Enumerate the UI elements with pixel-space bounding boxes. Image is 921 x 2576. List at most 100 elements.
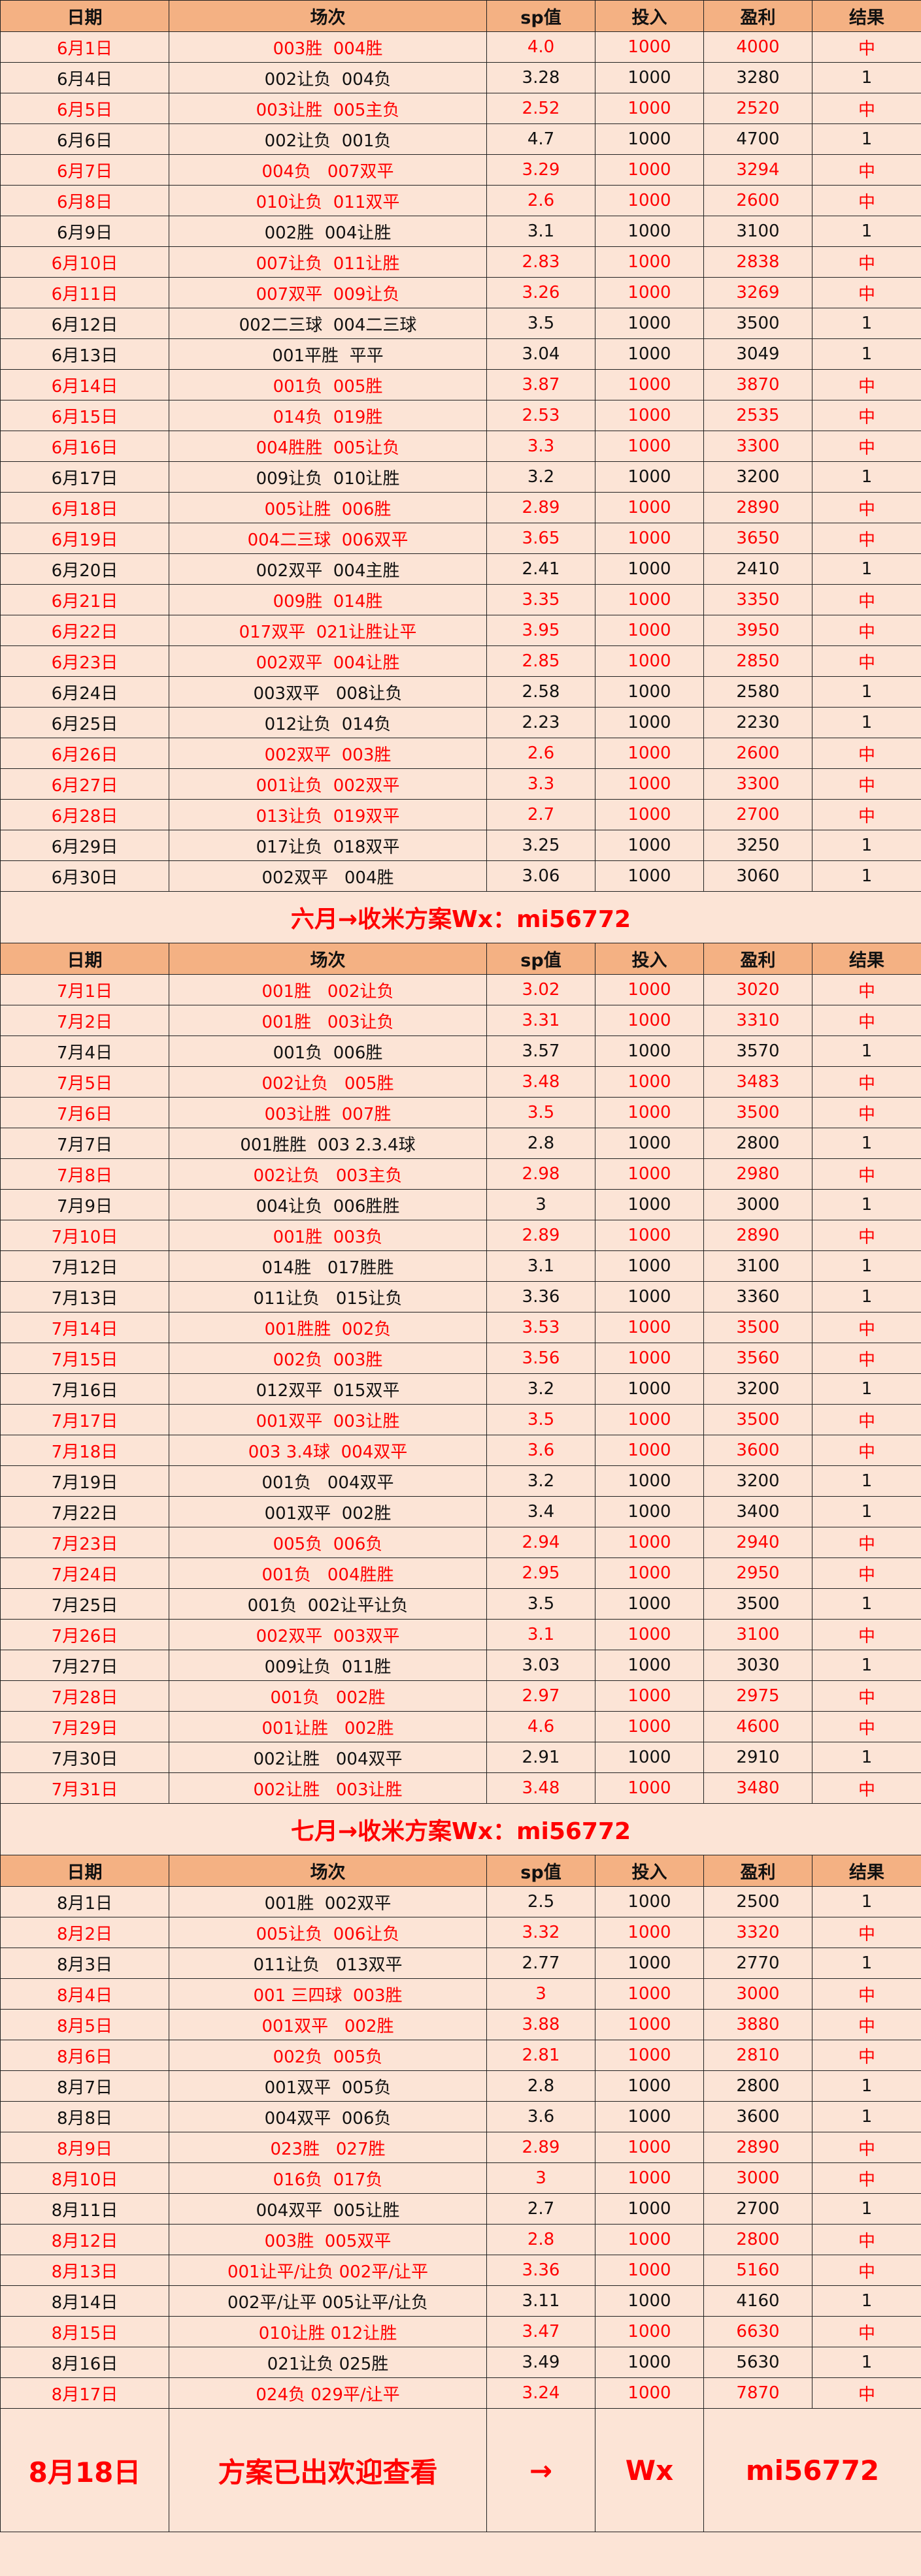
- cell-profit: 3250: [703, 830, 812, 861]
- cell-result: 1: [812, 1886, 921, 1917]
- cell-result: 1: [812, 62, 921, 93]
- cell-result: 中: [812, 2132, 921, 2163]
- cell-result: 中: [812, 2040, 921, 2071]
- cell-profit: 2230: [703, 707, 812, 738]
- cell-stake: 1000: [595, 1158, 704, 1190]
- cell-result: 1: [812, 1373, 921, 1405]
- header-sp-value: sp值: [486, 943, 595, 975]
- table-row: 8月16日 021让负 025胜 3.49 1000 5630 1: [0, 2347, 921, 2378]
- table-row: 6月8日 010让负 011双平 2.6 1000 2600 中: [0, 185, 921, 216]
- cell-stake: 1000: [595, 1435, 704, 1466]
- cell-match: 002双平 003胜: [169, 738, 487, 769]
- header-stake: 投入: [595, 1855, 704, 1887]
- cell-stake: 1000: [595, 154, 704, 186]
- cell-match: 005负 006负: [169, 1527, 487, 1558]
- cell-match: 001让胜 002胜: [169, 1711, 487, 1742]
- final-wx-id: mi56772: [703, 2408, 921, 2532]
- table-row: 7月28日 001负 002胜 2.97 1000 2975 中: [0, 1680, 921, 1712]
- cell-profit: 3030: [703, 1650, 812, 1681]
- cell-result: 中: [812, 974, 921, 1005]
- cell-result: 中: [812, 1097, 921, 1128]
- cell-date: 6月7日: [0, 154, 169, 186]
- cell-stake: 1000: [595, 615, 704, 646]
- cell-match: 017双平 021让胜让平: [169, 615, 487, 646]
- table-row: 6月26日 002双平 003胜 2.6 1000 2600 中: [0, 738, 921, 769]
- cell-date: 7月30日: [0, 1742, 169, 1773]
- cell-date: 7月19日: [0, 1465, 169, 1497]
- cell-match: 014负 019胜: [169, 400, 487, 431]
- cell-result: 中: [812, 1005, 921, 1036]
- cell-result: 中: [812, 768, 921, 800]
- cell-date: 7月28日: [0, 1680, 169, 1712]
- cell-profit: 2410: [703, 553, 812, 585]
- cell-profit: 3360: [703, 1281, 812, 1312]
- cell-match: 001让平/让负 002平/让平: [169, 2255, 487, 2286]
- cell-date: 7月8日: [0, 1158, 169, 1190]
- cell-sp-value: 3.11: [486, 2285, 595, 2317]
- cell-profit: 2800: [703, 2070, 812, 2102]
- cell-profit: 2500: [703, 1886, 812, 1917]
- cell-date: 6月21日: [0, 584, 169, 615]
- cell-date: 6月19日: [0, 523, 169, 554]
- table-row: 8月7日 001双平 005负 2.8 1000 2800 1: [0, 2070, 921, 2102]
- cell-result: 1: [812, 553, 921, 585]
- cell-profit: 3060: [703, 860, 812, 892]
- cell-stake: 1000: [595, 2347, 704, 2378]
- cell-profit: 3310: [703, 1005, 812, 1036]
- cell-result: 中: [812, 400, 921, 431]
- table-row: 6月27日 001让负 002双平 3.3 1000 3300 中: [0, 768, 921, 800]
- cell-result: 中: [812, 1158, 921, 1190]
- cell-profit: 3100: [703, 216, 812, 247]
- table-row: 7月24日 001负 004胜胜 2.95 1000 2950 中: [0, 1557, 921, 1589]
- cell-sp-value: 3.29: [486, 154, 595, 186]
- cell-result: 中: [812, 1557, 921, 1589]
- cell-result: 中: [812, 154, 921, 186]
- cell-profit: 2850: [703, 645, 812, 677]
- cell-date: 7月24日: [0, 1557, 169, 1589]
- cell-date: 8月1日: [0, 1886, 169, 1917]
- cell-sp-value: 3.65: [486, 523, 595, 554]
- cell-result: 1: [812, 2285, 921, 2317]
- cell-match: 009让负 010让胜: [169, 461, 487, 493]
- cell-date: 8月8日: [0, 2101, 169, 2132]
- header-sp-value: sp值: [486, 1855, 595, 1887]
- cell-profit: 2890: [703, 1220, 812, 1251]
- cell-match: 010让负 011双平: [169, 185, 487, 216]
- cell-sp-value: 2.94: [486, 1527, 595, 1558]
- cell-profit: 3020: [703, 974, 812, 1005]
- cell-match: 013让负 019双平: [169, 799, 487, 830]
- cell-profit: 3000: [703, 1978, 812, 2010]
- cell-match: 001胜 002双平: [169, 1886, 487, 1917]
- cell-stake: 1000: [595, 31, 704, 63]
- table-row: 6月24日 003双平 008让负 2.58 1000 2580 1: [0, 676, 921, 708]
- table-row: 8月10日 016负 017负 3 1000 3000 中: [0, 2162, 921, 2194]
- cell-stake: 1000: [595, 2193, 704, 2225]
- cell-match: 001平胜 平平: [169, 338, 487, 370]
- cell-date: 8月7日: [0, 2070, 169, 2102]
- cell-match: 002平/让平 005让平/让负: [169, 2285, 487, 2317]
- table-row: 7月18日 003 3.4球 004双平 3.6 1000 3600 中: [0, 1435, 921, 1466]
- cell-profit: 3200: [703, 1373, 812, 1405]
- cell-profit: 2800: [703, 1128, 812, 1159]
- table-row: 7月30日 002让胜 004双平 2.91 1000 2910 1: [0, 1742, 921, 1773]
- cell-match: 003让胜 005主负: [169, 93, 487, 124]
- cell-sp-value: 2.58: [486, 676, 595, 708]
- cell-profit: 2950: [703, 1557, 812, 1589]
- table-row: 6月15日 014负 019胜 2.53 1000 2535 中: [0, 400, 921, 431]
- cell-date: 8月11日: [0, 2193, 169, 2225]
- cell-stake: 1000: [595, 738, 704, 769]
- table-row: 7月8日 002让负 003主负 2.98 1000 2980 中: [0, 1158, 921, 1190]
- header-result: 结果: [812, 1855, 921, 1887]
- cell-result: 1: [812, 461, 921, 493]
- cell-stake: 1000: [595, 2162, 704, 2194]
- table-row: 7月13日 011让负 015让负 3.36 1000 3360 1: [0, 1281, 921, 1312]
- cell-stake: 1000: [595, 1917, 704, 1948]
- cell-stake: 1000: [595, 2040, 704, 2071]
- cell-match: 001 三四球 003胜: [169, 1978, 487, 2010]
- cell-profit: 4700: [703, 123, 812, 155]
- table-row: 7月2日 001胜 003让负 3.31 1000 3310 中: [0, 1005, 921, 1036]
- cell-stake: 1000: [595, 799, 704, 830]
- cell-match: 002让胜 004双平: [169, 1742, 487, 1773]
- cell-date: 6月1日: [0, 31, 169, 63]
